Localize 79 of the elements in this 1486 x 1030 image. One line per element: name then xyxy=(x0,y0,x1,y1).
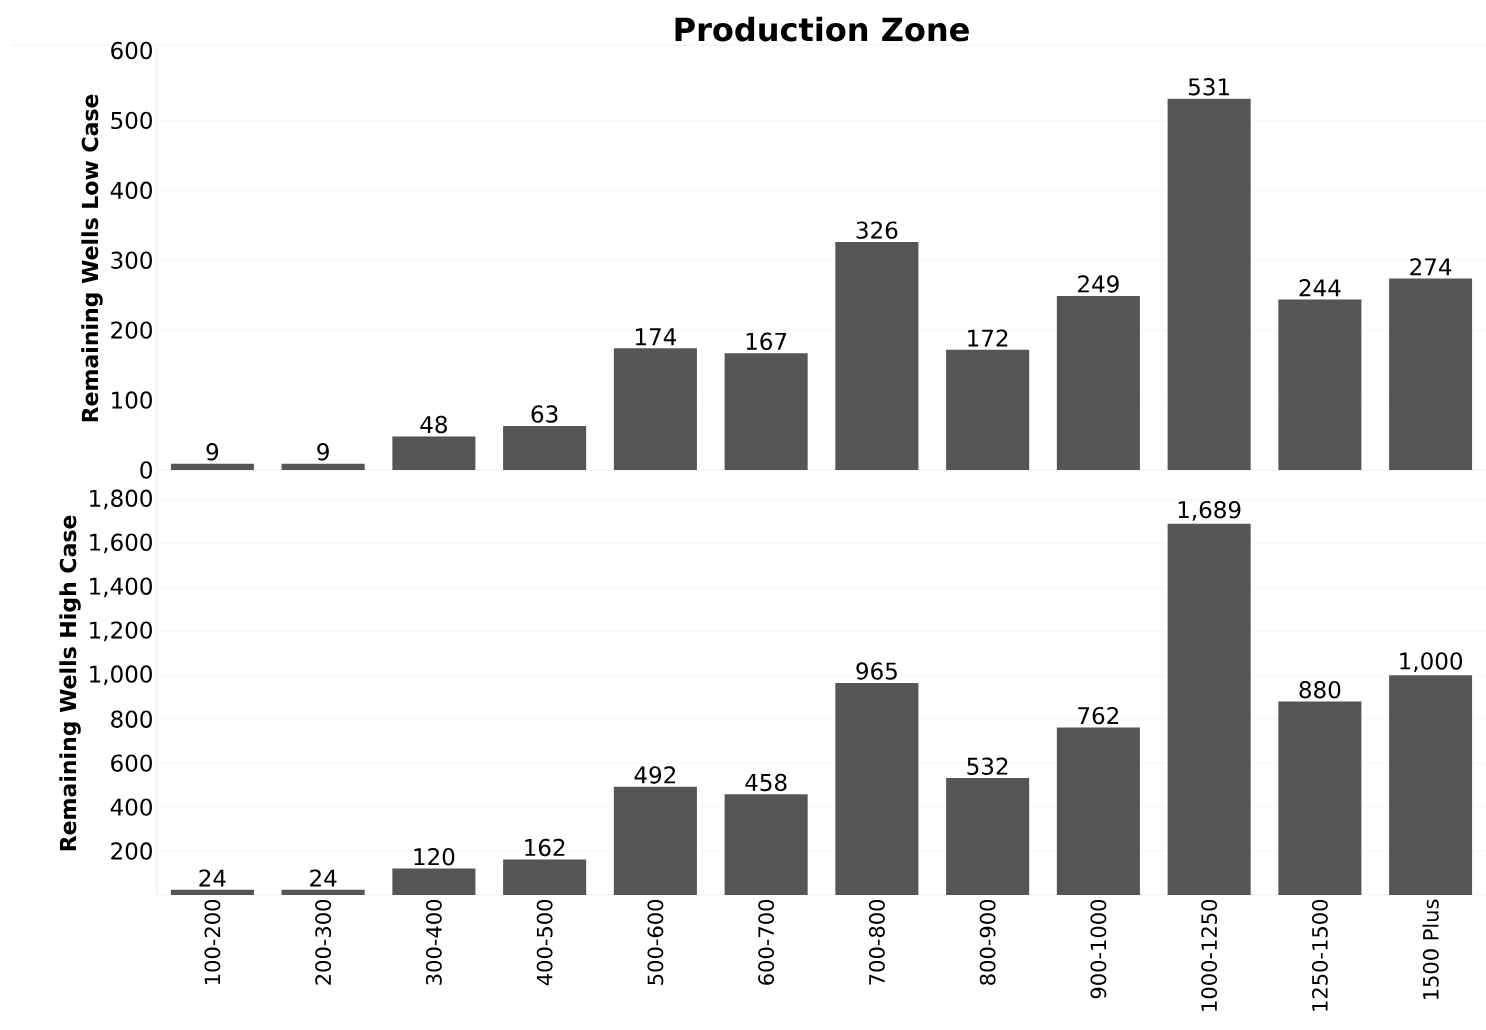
bar xyxy=(835,242,919,470)
y-tick-label: 300 xyxy=(111,251,152,269)
bar xyxy=(503,425,587,470)
bar xyxy=(281,889,365,895)
data-label: 880 xyxy=(1299,681,1341,699)
data-label: 1,689 xyxy=(1178,500,1241,521)
data-label: 274 xyxy=(1410,258,1452,276)
y-tick-label: 0 xyxy=(140,461,152,479)
data-label: 249 xyxy=(1078,275,1119,293)
y-axis-title: Remaining Wells Low Case xyxy=(81,94,103,422)
chart-title: Production Zone xyxy=(675,16,969,42)
data-label: 24 xyxy=(199,869,226,887)
y-tick-label: 100 xyxy=(112,391,152,409)
x-tick-label: 1250-1500 xyxy=(1311,899,1328,1011)
x-tick-label: 200-300 xyxy=(315,899,332,985)
bar xyxy=(613,786,697,895)
x-tick-label: 400-500 xyxy=(536,899,553,986)
data-label: 458 xyxy=(745,773,787,792)
bar xyxy=(392,436,476,470)
y-tick-label: 600 xyxy=(111,754,152,772)
x-tick-label: 900-1000 xyxy=(1090,899,1107,999)
data-label: 63 xyxy=(531,405,558,423)
y-tick-label: 400 xyxy=(110,181,152,200)
x-tick-label: 600-700 xyxy=(758,899,775,985)
bar xyxy=(835,682,919,895)
y-tick-label: 400 xyxy=(110,798,152,816)
x-tick-label: 100-200 xyxy=(204,899,221,984)
x-tick-label: 700-800 xyxy=(868,899,885,985)
bar xyxy=(946,778,1030,895)
bar xyxy=(1389,278,1473,470)
x-tick-label: 300-400 xyxy=(425,899,442,985)
y-tick-label: 1,800 xyxy=(90,489,152,510)
bar xyxy=(1056,295,1140,470)
bar xyxy=(281,463,365,470)
bar xyxy=(170,463,254,470)
data-label: 244 xyxy=(1299,279,1341,297)
data-label: 9 xyxy=(206,443,219,461)
data-label: 762 xyxy=(1078,706,1119,725)
y-tick-label: 1,600 xyxy=(90,533,152,554)
bar xyxy=(1167,523,1251,895)
data-label: 24 xyxy=(310,869,337,887)
bar xyxy=(1167,98,1251,470)
data-label: 172 xyxy=(968,329,1008,347)
bar xyxy=(724,353,808,470)
data-label: 48 xyxy=(420,415,447,434)
x-tick-label: 500-600 xyxy=(647,899,664,985)
y-tick-label: 800 xyxy=(111,710,152,728)
x-tick-label: 800-900 xyxy=(979,899,996,985)
y-axis-title: Remaining Wells High Case xyxy=(59,515,81,851)
data-label: 167 xyxy=(746,332,787,351)
data-label: 965 xyxy=(856,662,897,680)
y-tick-label: 1,400 xyxy=(90,577,152,598)
data-label: 492 xyxy=(634,766,676,784)
bar xyxy=(1056,727,1140,895)
data-label: 531 xyxy=(1188,78,1229,96)
data-label: 9 xyxy=(317,443,329,461)
y-tick-label: 600 xyxy=(111,41,152,60)
bar xyxy=(1278,701,1362,895)
y-tick-label: 200 xyxy=(111,321,152,339)
data-label: 120 xyxy=(414,848,455,866)
bar xyxy=(613,348,697,470)
y-tick-label: 500 xyxy=(111,111,152,130)
data-label: 162 xyxy=(525,838,565,857)
y-tick-label: 200 xyxy=(111,842,152,860)
bar xyxy=(1389,675,1473,895)
bar xyxy=(392,868,476,895)
y-tick-label: 1,000 xyxy=(90,665,152,686)
data-label: 1,000 xyxy=(1400,652,1463,673)
bar xyxy=(724,794,808,895)
y-tick-label: 1,200 xyxy=(90,621,152,642)
x-tick-label: 1500 Plus xyxy=(1422,899,1439,1000)
x-tick-label: 1000-1250 xyxy=(1201,899,1218,1011)
bar xyxy=(170,889,254,895)
data-label: 174 xyxy=(635,328,677,346)
data-label: 532 xyxy=(967,757,1008,775)
bar xyxy=(946,349,1030,470)
bar xyxy=(503,859,587,895)
data-label: 326 xyxy=(856,221,898,239)
bar xyxy=(1278,299,1362,470)
